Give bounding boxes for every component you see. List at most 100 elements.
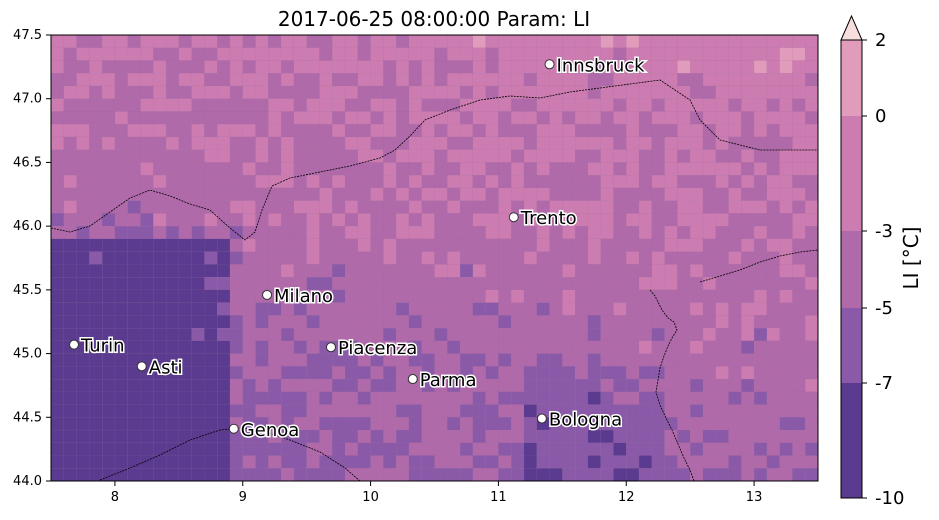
grid-cell — [370, 47, 384, 61]
grid-cell — [332, 85, 346, 100]
grid-cell — [396, 162, 410, 176]
grid-cell — [447, 315, 461, 329]
grid-cell — [229, 47, 244, 61]
grid-cell — [306, 327, 320, 342]
grid-cell — [485, 149, 499, 163]
grid-cell — [728, 187, 742, 201]
grid-cell — [702, 149, 717, 163]
grid-cell — [728, 162, 742, 176]
grid-cell — [677, 327, 691, 342]
grid-cell — [485, 60, 499, 74]
grid-cell — [165, 200, 180, 214]
grid-cell — [779, 327, 793, 342]
grid-cell — [255, 302, 269, 316]
grid-cell — [89, 136, 103, 151]
grid-cell — [383, 251, 397, 265]
grid-cell — [587, 302, 602, 316]
grid-cell — [421, 111, 435, 125]
grid-cell — [664, 98, 678, 112]
colorbar-label: LI [°C] — [899, 227, 923, 290]
grid-cell — [511, 98, 525, 112]
colorbar-tick-label: -3 — [875, 221, 893, 242]
grid-cell — [792, 340, 806, 354]
grid-cell — [459, 226, 474, 240]
city-marker — [136, 361, 147, 372]
grid-cell — [229, 366, 244, 380]
grid-cell — [766, 136, 780, 151]
grid-cell — [408, 35, 423, 49]
grid-cell — [587, 315, 602, 329]
grid-cell — [472, 187, 486, 201]
grid-cell — [319, 187, 333, 201]
grid-cell — [140, 442, 154, 456]
grid-cell — [728, 226, 742, 240]
grid-cell — [153, 455, 167, 469]
grid-cell — [702, 136, 717, 151]
grid-cell — [779, 391, 793, 405]
grid-cell — [408, 98, 423, 112]
grid-cell — [753, 124, 768, 138]
y-tick-label: 46.5 — [13, 155, 42, 170]
grid-cell — [766, 264, 780, 278]
grid-cell — [690, 353, 704, 367]
grid-cell — [306, 340, 320, 354]
grid-cell — [485, 327, 499, 342]
grid-cell — [383, 124, 397, 138]
grid-cell — [728, 442, 742, 456]
grid-cell — [472, 85, 486, 100]
grid-cell — [89, 47, 103, 61]
grid-cell — [498, 353, 512, 367]
grid-cell — [511, 289, 525, 303]
map-plot-area — [50, 34, 819, 482]
grid-cell — [523, 111, 538, 125]
grid-cell — [153, 264, 167, 278]
grid-cell — [536, 251, 550, 265]
grid-cell — [140, 340, 154, 354]
grid-cell — [664, 47, 678, 61]
grid-cell — [741, 289, 755, 303]
grid-cell — [702, 162, 717, 176]
grid-cell — [753, 327, 768, 342]
grid-cell — [651, 187, 665, 201]
grid-cell — [651, 302, 665, 316]
grid-cell — [523, 289, 538, 303]
grid-cell — [229, 302, 244, 316]
grid-cell — [638, 200, 653, 214]
city-marker — [262, 289, 273, 300]
grid-cell — [408, 149, 423, 163]
grid-cell — [127, 187, 141, 201]
grid-cell — [242, 264, 256, 278]
grid-cell — [268, 391, 282, 405]
grid-cell — [587, 353, 602, 367]
grid-cell — [728, 327, 742, 342]
grid-cell — [434, 327, 448, 342]
grid-cell — [396, 468, 410, 481]
grid-cell — [613, 238, 627, 252]
grid-cell — [306, 468, 320, 481]
grid-cell — [485, 455, 499, 469]
grid-cell — [485, 238, 499, 252]
grid-cell — [127, 468, 141, 481]
grid-cell — [102, 455, 116, 469]
grid-cell — [459, 340, 474, 354]
grid-cell — [89, 175, 103, 189]
grid-cell — [357, 378, 371, 393]
grid-cell — [51, 289, 65, 303]
map-frame — [50, 34, 819, 482]
grid-cell — [204, 162, 218, 176]
grid-cell — [114, 315, 129, 329]
grid-cell — [715, 429, 729, 444]
grid-cell — [574, 136, 589, 151]
grid-cell — [408, 276, 423, 291]
grid-cell — [242, 73, 256, 87]
grid-cell — [268, 238, 282, 252]
grid-cell — [472, 276, 486, 291]
grid-cell — [690, 73, 704, 87]
city-markers: InnsbruckTrentoMilanoPiacenzaTurinAstiPa… — [69, 54, 647, 442]
grid-cell — [600, 213, 614, 227]
grid-cell — [805, 124, 818, 138]
grid-cell — [293, 98, 307, 112]
grid-cell — [396, 442, 410, 456]
grid-cell — [280, 47, 295, 61]
grid-cell — [306, 60, 320, 74]
